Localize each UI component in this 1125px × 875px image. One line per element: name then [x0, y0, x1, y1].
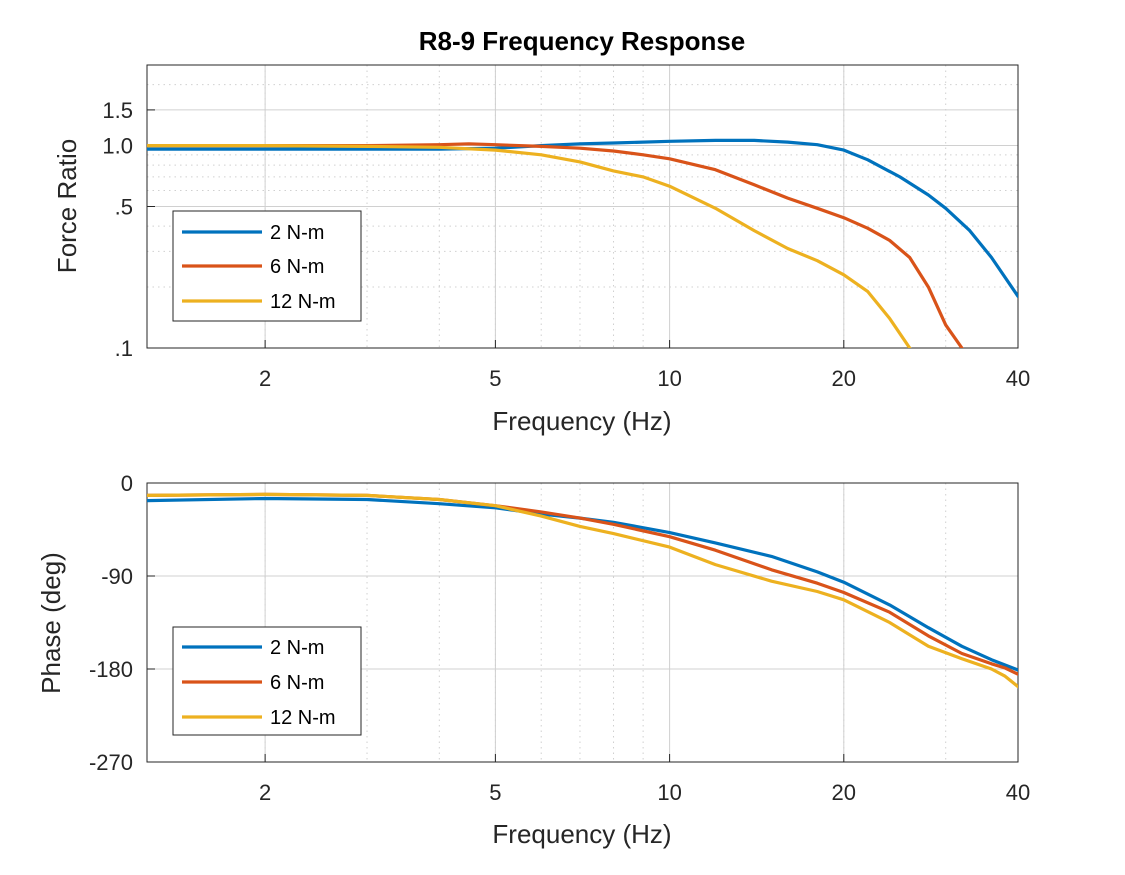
x-tick-label: 10 [657, 366, 681, 391]
legend-label: 6 N-m [270, 672, 324, 694]
force-ratio-grid [147, 65, 1018, 349]
y-tick-label: 1.0 [102, 134, 133, 159]
x-tick-label: 20 [832, 366, 856, 391]
x-tick-label: 5 [489, 366, 501, 391]
series-line-2-n-m [147, 496, 1018, 672]
y-tick-label: .5 [115, 195, 133, 220]
phase-series [147, 492, 1018, 689]
y-tick-label: -90 [101, 564, 133, 589]
y-tick-label: 0 [121, 471, 133, 496]
y-tick-label: -270 [89, 750, 133, 775]
legend-label: 2 N-m [270, 222, 324, 244]
force-ratio-legend: 2 N-m 6 N-m 12 N-m [172, 210, 362, 322]
phase-ticks: 2 5 10 20 40 -270 -180 -90 0 [89, 471, 1030, 805]
series-line-6-n-m [147, 142, 964, 348]
figure-title: R8-9 Frequency Response [419, 26, 746, 56]
y-tick-label: .1 [115, 336, 133, 361]
x-tick-label: 5 [489, 780, 501, 805]
phase-plot-area [146, 482, 1019, 763]
phase-x-label: Frequency (Hz) [492, 819, 671, 849]
force-ratio-y-label: Force Ratio [52, 139, 82, 273]
y-tick-label: 1.5 [102, 98, 133, 123]
force-ratio-ticks: 2 5 10 20 40 .1 .5 1.0 1.5 [102, 98, 1030, 391]
force-ratio-series [147, 138, 1018, 348]
x-tick-label: 2 [259, 366, 271, 391]
x-tick-label: 2 [259, 780, 271, 805]
phase-legend: 2 N-m 6 N-m 12 N-m [172, 626, 362, 736]
legend-label: 12 N-m [270, 707, 336, 729]
legend-label: 6 N-m [270, 256, 324, 278]
series-line-12-n-m [147, 492, 1018, 689]
x-tick-label: 20 [832, 780, 856, 805]
legend-label: 12 N-m [270, 291, 336, 313]
phase-y-label: Phase (deg) [36, 552, 66, 694]
force-ratio-axes: 2 5 10 20 40 .1 .5 1.0 1.5 Frequency (Hz) Force … [52, 64, 1030, 436]
phase-axes: 2 5 10 20 40 -270 -180 -90 0 Frequency (Hz) Phas… [36, 471, 1030, 849]
legend-label: 2 N-m [270, 637, 324, 659]
x-tick-label: 40 [1006, 780, 1030, 805]
series-line-12-n-m [147, 144, 912, 348]
x-tick-label: 10 [657, 780, 681, 805]
x-tick-label: 40 [1006, 366, 1030, 391]
phase-legend-items: 2 N-m 6 N-m 12 N-m [182, 637, 336, 729]
force-ratio-x-label: Frequency (Hz) [492, 406, 671, 436]
y-tick-label: -180 [89, 657, 133, 682]
force-ratio-legend-items: 2 N-m 6 N-m 12 N-m [182, 222, 336, 313]
